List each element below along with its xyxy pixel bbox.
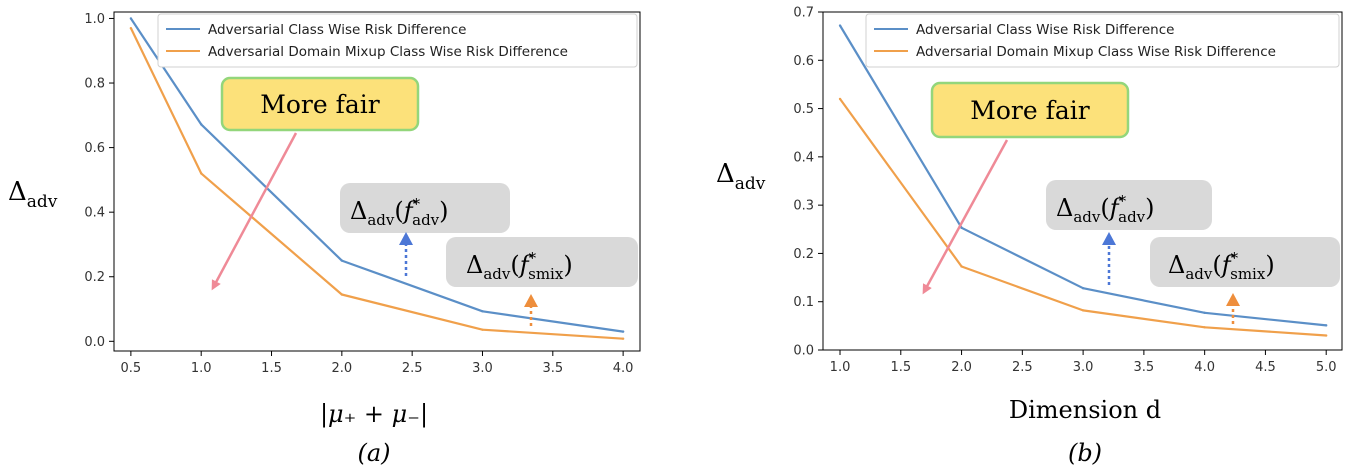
chart-b-ylabel: Δadv <box>716 159 766 194</box>
chart-a-series-2-point <box>481 328 484 331</box>
chart-a-axes-frame <box>113 11 641 352</box>
chart-a-adv-arrowhead <box>399 232 413 245</box>
chart-a-series-2-point <box>340 293 344 296</box>
chart-b-series-2-point <box>1081 309 1085 312</box>
chart-b-xtick-label: 2.5 <box>1012 360 1033 375</box>
chart-a-xtick-label: 2.5 <box>402 361 423 376</box>
chart-b-axes-frame <box>822 11 1343 351</box>
chart-a-adv-box <box>340 183 510 233</box>
chart-a-xtick-label: 4.0 <box>613 361 634 376</box>
chart-a-smix-arrowhead <box>524 294 538 307</box>
chart-b-caption: (b) <box>1068 439 1102 467</box>
chart-b-series-2-point <box>838 97 842 101</box>
chart-a-smix-label: Δadv(f* smix) <box>466 249 573 283</box>
chart-a: 0.5 1.0 1.5 2.0 2.5 3.0 3.5 4.0 0.0 0.2 0.4 0.6 0.8 1… <box>8 11 641 467</box>
chart-a-legend-box <box>157 13 638 68</box>
chart-a-series-1-point <box>481 310 484 313</box>
chart-b-xtick-label: 4.0 <box>1194 360 1215 375</box>
chart-a-ytick-label: 1.0 <box>84 12 105 27</box>
chart-a-series-1-point <box>621 330 625 333</box>
chart-b-xtick-label: 5.0 <box>1316 360 1337 375</box>
chart-b-legend-label-2: Adversarial Domain Mixup Class Wise Risk… <box>916 44 1276 60</box>
chart-b-series-2-point <box>1324 334 1328 337</box>
chart-a-ytick-label: 0.4 <box>84 206 105 221</box>
chart-b-legend-box <box>865 13 1340 68</box>
chart-b-ytick-label: 0.7 <box>793 6 814 21</box>
chart-a-xtick-label: 3.5 <box>542 361 563 376</box>
chart-a-series-1-point <box>199 123 203 126</box>
chart-b-series-1-point <box>838 24 842 27</box>
chart-a-series-2-point <box>621 337 625 340</box>
chart-b-smix-label: Δadv(f* smix) <box>1168 249 1275 283</box>
chart-b-ytick-label: 0.1 <box>793 295 814 310</box>
chart-a-legend-label-1: Adversarial Class Wise Risk Difference <box>208 22 466 38</box>
chart-a-legend-label-2: Adversarial Domain Mixup Class Wise Risk… <box>208 44 568 60</box>
chart-b-ytick-label: 0.4 <box>793 150 814 165</box>
chart-a-xtick-label: 1.5 <box>261 361 282 376</box>
chart-b-more-fair-arrow <box>922 139 1009 295</box>
chart-b-series-2-point <box>960 265 963 268</box>
chart-b-ytick-label: 0.6 <box>793 54 814 69</box>
chart-b-legend-label-1: Adversarial Class Wise Risk Difference <box>916 22 1174 38</box>
chart-b-ytick-label: 0.3 <box>793 199 814 214</box>
chart-b-marks: 1.0 1.5 2.0 2.5 3.0 3.5 4.0 4.5 5.0 0.0 0.1 0.2 0.3 0… <box>793 6 1336 376</box>
chart-b-xtick-label: 3.0 <box>1073 360 1094 375</box>
chart-a-series-2-point <box>129 26 133 30</box>
chart-a-marks: 0.5 1.0 1.5 2.0 2.5 3.0 3.5 4.0 0.0 0.2 0.4 0.6 0.8 1… <box>84 12 633 376</box>
chart-b: 1.0 1.5 2.0 2.5 3.0 3.5 4.0 4.5 5.0 0.0 0.1 0.2 0.3 0… <box>716 6 1343 467</box>
chart-b-xtick-label: 3.5 <box>1134 360 1155 375</box>
chart-b-series-1-point <box>960 226 963 230</box>
chart-a-ytick-label: 0.8 <box>84 77 105 92</box>
chart-a-xtick-label: 3.0 <box>472 361 493 376</box>
chart-a-xlabel: |μ₊ + μ₋| <box>320 400 428 429</box>
chart-b-smix-arrowhead <box>1226 293 1240 306</box>
chart-b-adv-box <box>1046 180 1212 230</box>
chart-b-legend: Adversarial Class Wise Risk Difference A… <box>865 13 1340 68</box>
chart-b-series-1-point <box>1203 311 1206 315</box>
chart-a-legend: Adversarial Class Wise Risk Difference A… <box>157 13 638 68</box>
chart-a-caption: (a) <box>357 439 390 467</box>
chart-a-more-fair-arrow <box>211 132 298 291</box>
chart-a-more-fair-label: More fair <box>260 90 379 119</box>
chart-b-xtick-label: 1.5 <box>890 360 911 375</box>
chart-b-xtick-label: 2.0 <box>951 360 972 375</box>
chart-b-adv-arrowhead <box>1102 232 1116 245</box>
chart-b-series-1-point <box>1324 324 1328 327</box>
chart-a-ytick-label: 0.6 <box>84 141 105 156</box>
chart-b-xtick-label: 4.5 <box>1255 360 1276 375</box>
chart-a-adv-label: Δadv(f* adv) <box>350 195 449 229</box>
chart-a-smix-box <box>446 237 638 287</box>
chart-b-xlabel: Dimension d <box>1009 396 1161 424</box>
chart-a-ytick-label: 0.0 <box>84 335 105 350</box>
chart-a-xtick-label: 1.0 <box>191 361 212 376</box>
chart-a-xtick-label: 2.0 <box>331 361 352 376</box>
chart-b-ytick-label: 0.2 <box>793 247 814 262</box>
chart-a-ylabel: Δadv <box>8 177 58 212</box>
chart-a-more-fair-box <box>220 76 420 132</box>
chart-b-more-fair-label: More fair <box>970 96 1089 125</box>
chart-b-adv-label: Δadv(f* adv) <box>1056 192 1155 226</box>
chart-b-series-2-point <box>1203 326 1206 329</box>
chart-a-series-1-point <box>340 259 344 262</box>
chart-b-xtick-label: 1.0 <box>830 360 851 375</box>
chart-b-ytick-label: 0.5 <box>793 102 814 117</box>
chart-b-ytick-label: 0.0 <box>793 344 814 359</box>
chart-a-ytick-label: 0.2 <box>84 270 105 285</box>
chart-a-series-1-point <box>129 17 133 20</box>
chart-a-series-2-point <box>199 172 203 175</box>
chart-b-series-1-point <box>1081 286 1085 290</box>
chart-b-more-fair-box <box>930 81 1130 139</box>
chart-b-smix-box <box>1150 237 1340 287</box>
chart-a-xtick-label: 0.5 <box>121 361 142 376</box>
